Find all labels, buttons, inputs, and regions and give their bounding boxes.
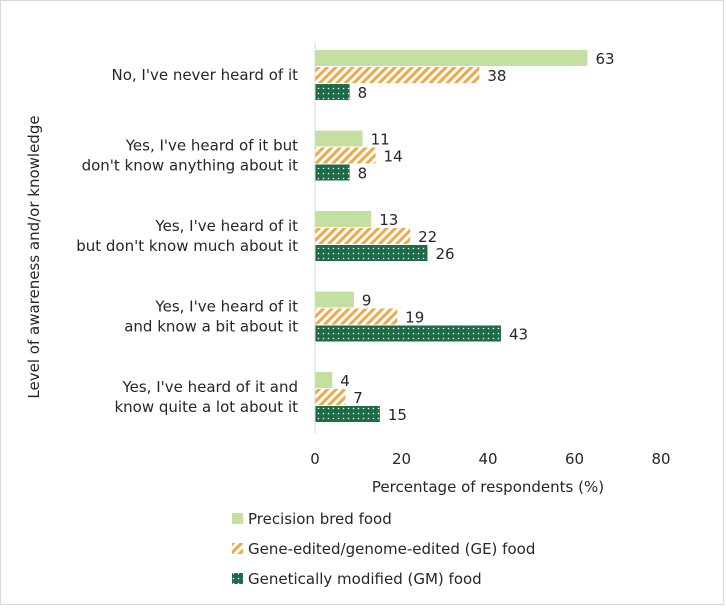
bar-2-0 [315,84,350,100]
category-label: don't know anything about it [82,157,299,175]
bar-1-3 [315,308,398,325]
data-label: 38 [487,67,506,85]
category-label: but don't know much about it [76,237,298,255]
y-axis-title: Level of awareness and/or knowledge [25,115,43,398]
data-label: 13 [379,211,398,229]
category-label: Yes, I've heard of it but [125,137,298,155]
category-label: know quite a lot about it [114,398,298,416]
bar-1-2 [315,228,411,244]
data-label: 22 [418,228,437,246]
bar-0-4 [315,372,333,388]
bar-2-1 [315,164,350,181]
bars-layer [315,50,588,422]
labels-layer: No, I've never heard of it 63 38 8 Yes, I've… [76,50,614,424]
bar-0-3 [315,291,354,308]
legend-swatch-2 [232,573,243,584]
bar-1-4 [315,389,346,405]
category-label: Yes, I've heard of it and [121,378,298,396]
category-label: and know a bit about it [124,318,298,336]
x-axis: 0 20 40 60 80 [310,42,671,468]
x-tick-label: 80 [651,450,670,468]
legend-label: Genetically modified (GM) food [248,570,482,588]
bar-0-1 [315,130,363,147]
category-label: Yes, I've heard of it [154,298,298,316]
legend: Precision bred food Gene-edited/genome-ed… [232,510,535,588]
bar-2-4 [315,406,380,422]
x-tick-label: 60 [565,450,584,468]
legend-swatch-1 [232,543,243,554]
data-label: 63 [595,50,614,68]
x-tick-label: 0 [310,450,320,468]
bar-2-2 [315,245,428,261]
bar-1-1 [315,147,376,164]
data-label: 19 [405,309,424,327]
data-label: 15 [388,406,407,424]
bar-0-0 [315,50,588,66]
bar-1-0 [315,67,480,83]
bar-0-2 [315,211,372,227]
category-label: No, I've never heard of it [111,66,298,84]
x-tick-label: 40 [478,450,497,468]
legend-label: Precision bred food [248,510,392,528]
x-axis-title: Percentage of respondents (%) [372,478,604,496]
data-label: 26 [435,245,454,263]
data-label: 8 [358,84,368,102]
data-label: 9 [362,292,372,310]
bar-2-3 [315,325,501,342]
data-label: 14 [384,148,403,166]
data-label: 11 [371,131,390,149]
legend-label: Gene-edited/genome-edited (GE) food [248,540,535,558]
legend-swatch-0 [232,513,243,524]
data-label: 8 [358,165,368,183]
data-label: 4 [340,372,350,390]
data-label: 7 [353,389,363,407]
category-label: Yes, I've heard of it [154,217,298,235]
x-tick-label: 20 [392,450,411,468]
data-label: 43 [509,326,528,344]
